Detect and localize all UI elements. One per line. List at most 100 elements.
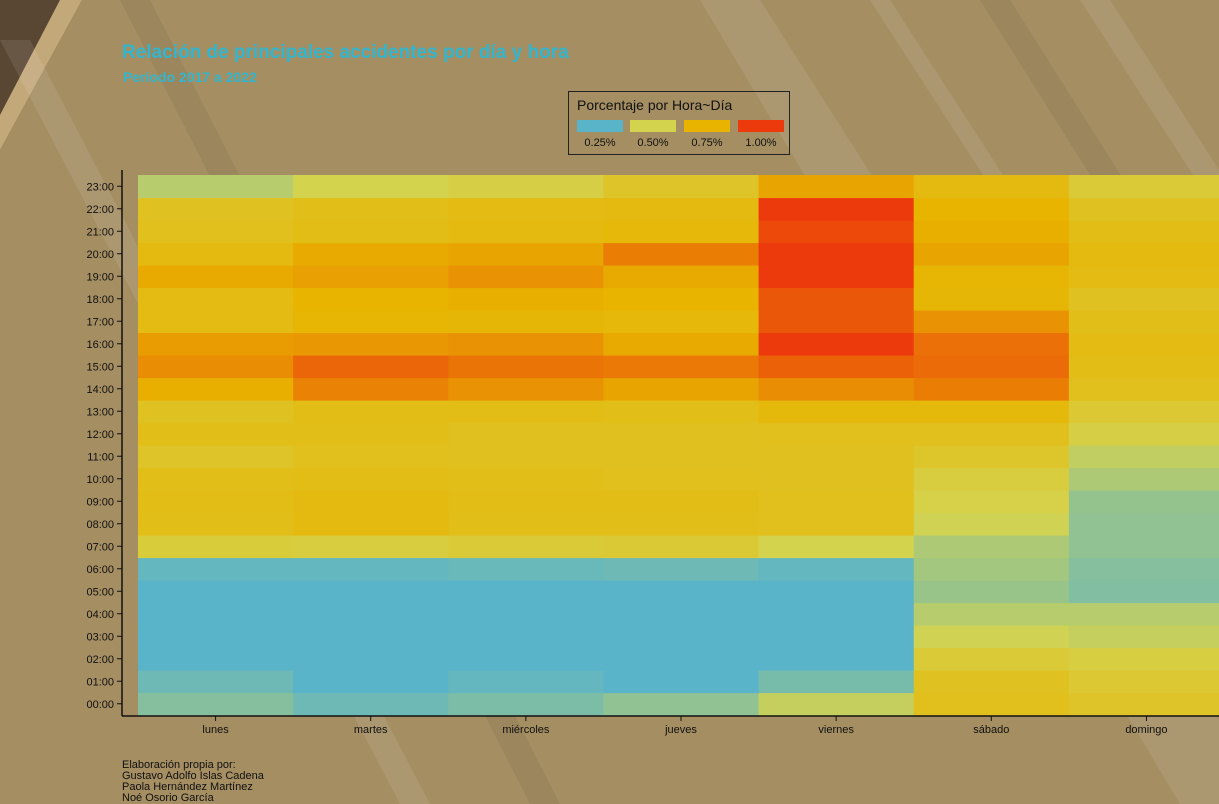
heatmap-cell (603, 535, 760, 559)
heatmap-cell (138, 602, 294, 626)
heatmap-cell (758, 445, 915, 469)
y-tick-label: 11:00 (87, 451, 114, 463)
heatmap-cell (603, 242, 760, 266)
heatmap-cell (913, 625, 1070, 649)
heatmap-cell (1068, 377, 1219, 401)
heatmap-cell (758, 175, 915, 199)
y-tick-label: 13:00 (86, 406, 114, 418)
credits-line: Elaboración propia por: (122, 759, 236, 771)
heatmap-cell (603, 602, 760, 626)
heatmap-cell (758, 692, 915, 716)
legend-item-0: 0.25% (577, 120, 625, 149)
legend-item-2: 0.75% (684, 120, 732, 149)
heatmap-cell (758, 670, 915, 694)
heatmap-cell (138, 490, 294, 514)
x-tick-label: miércoles (502, 724, 550, 736)
heatmap-cell (293, 670, 449, 694)
heatmap-cell (293, 242, 449, 266)
heatmap-cell (1068, 625, 1219, 649)
legend-item-3: 1.00% (738, 120, 786, 149)
heatmap-cell (603, 400, 760, 424)
heatmap-cell (758, 400, 915, 424)
heatmap-cell (913, 670, 1070, 694)
heatmap-cell (293, 355, 449, 379)
y-tick-label: 07:00 (86, 541, 114, 553)
legend-label: 0.75% (691, 137, 723, 149)
heatmap-cell (603, 490, 760, 514)
heatmap-cell (758, 310, 915, 334)
y-tick-label: 03:00 (86, 631, 114, 643)
y-tick-label: 22:00 (86, 204, 114, 216)
heatmap-cell (913, 602, 1070, 626)
x-tick-label: martes (354, 724, 388, 736)
heatmap-cell (293, 265, 449, 289)
heatmap-cell (603, 625, 760, 649)
heatmap-cell (1068, 445, 1219, 469)
heatmap-cell (138, 625, 294, 649)
heatmap-cell (913, 355, 1070, 379)
heatmap-cell (913, 422, 1070, 446)
heatmap-cell (758, 220, 915, 244)
heatmap-cell (448, 647, 605, 671)
legend-item-1: 0.50% (630, 120, 678, 149)
y-tick-label: 21:00 (86, 226, 114, 238)
heatmap-cell (1068, 467, 1219, 491)
heatmap-cell (138, 310, 294, 334)
heatmap-cell (448, 445, 605, 469)
heatmap-cell (1068, 670, 1219, 694)
heatmap-cell (1068, 355, 1219, 379)
heatmap-cell (758, 242, 915, 266)
heatmap-cell (913, 692, 1070, 716)
heatmap-cell (138, 175, 294, 199)
y-tick-label: 08:00 (86, 519, 114, 531)
heatmap-cell (293, 625, 449, 649)
heatmap-cell (758, 625, 915, 649)
x-tick-label: jueves (664, 724, 697, 736)
y-tick-label: 04:00 (86, 609, 114, 621)
heatmap-cell (603, 422, 760, 446)
heatmap-cell (603, 580, 760, 604)
heatmap-cell (1068, 647, 1219, 671)
heatmap-cell (603, 647, 760, 671)
heatmap-cell (913, 445, 1070, 469)
credits-line: Paola Hernández Martínez (122, 781, 253, 793)
heatmap-cell (1068, 197, 1219, 221)
y-tick-label: 02:00 (86, 654, 114, 666)
y-tick-label: 09:00 (86, 496, 114, 508)
heatmap-cell (448, 265, 605, 289)
heatmap-cell (138, 220, 294, 244)
heatmap-cell (913, 490, 1070, 514)
heatmap-cell (1068, 557, 1219, 581)
heatmap-cell (138, 670, 294, 694)
heatmap-cell (138, 265, 294, 289)
legend-swatch (738, 120, 784, 132)
heatmap-cell (293, 310, 449, 334)
heatmap-cell (1068, 535, 1219, 559)
heatmap-cell (758, 377, 915, 401)
chart-title: Relación de principales accidentes por d… (122, 42, 569, 63)
heatmap-cell (448, 377, 605, 401)
heatmap-cell (1068, 310, 1219, 334)
heatmap-cell (758, 265, 915, 289)
y-tick-label: 15:00 (86, 361, 114, 373)
heatmap-cell (913, 220, 1070, 244)
legend-swatch (684, 120, 730, 132)
heatmap-cell (138, 580, 294, 604)
heatmap-cell (138, 557, 294, 581)
y-tick-label: 12:00 (86, 429, 114, 441)
heatmap-cell (603, 287, 760, 311)
heatmap-cell (138, 647, 294, 671)
heatmap-cell (448, 625, 605, 649)
heatmap-cell (293, 580, 449, 604)
heatmap-cell (448, 287, 605, 311)
heatmap-cell (448, 580, 605, 604)
heatmap-cell (1068, 332, 1219, 356)
heatmap-cell (293, 197, 449, 221)
heatmap-cell (293, 220, 449, 244)
heatmap-cell (293, 422, 449, 446)
heatmap-cell (1068, 512, 1219, 536)
heatmap-cell (138, 535, 294, 559)
heatmap-cell (138, 400, 294, 424)
heatmap-cell (448, 512, 605, 536)
heatmap-cell (448, 332, 605, 356)
